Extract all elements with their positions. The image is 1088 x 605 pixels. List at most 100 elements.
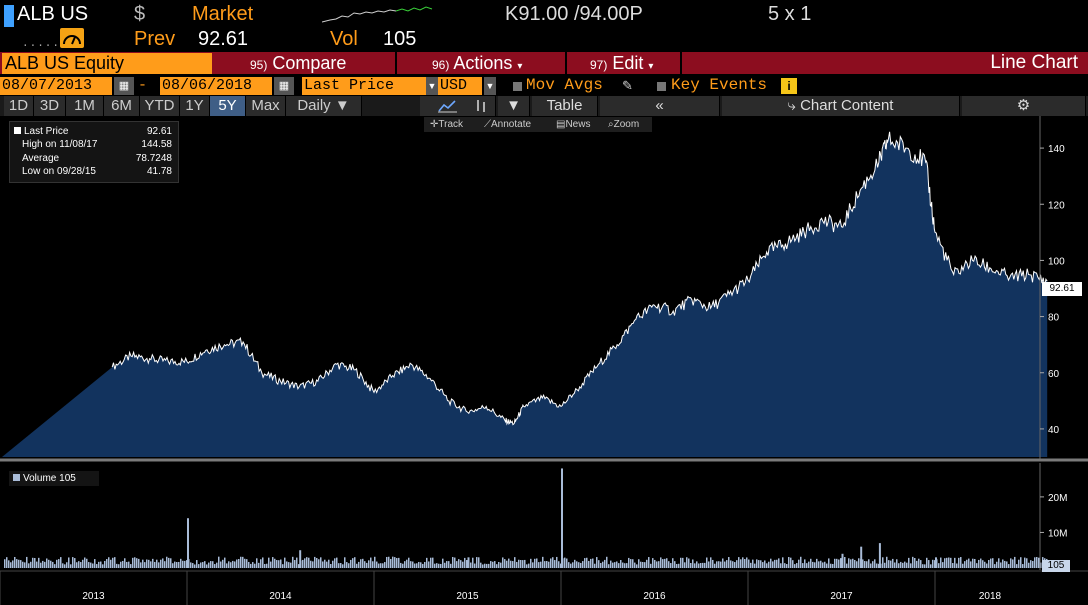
- volume-bar: [520, 559, 522, 568]
- volume-bar: [462, 561, 464, 568]
- volume-bar: [660, 557, 662, 568]
- gauge-icon[interactable]: [60, 28, 84, 48]
- volume-bar: [382, 563, 384, 568]
- volume-bar: [406, 559, 408, 568]
- volume-bar: [148, 559, 150, 568]
- volume-bar: [786, 564, 788, 568]
- calendar-icon[interactable]: ▦: [274, 77, 294, 95]
- mov-avgs-checkbox[interactable]: [513, 82, 522, 91]
- volume-bar: [184, 560, 186, 568]
- volume-bar: [962, 563, 964, 568]
- intraday-sparkline: [322, 6, 433, 23]
- volume-bar: [798, 559, 800, 568]
- ticker-symbol[interactable]: ALB US: [17, 3, 89, 25]
- start-date-field[interactable]: 08/07/2013: [0, 77, 112, 95]
- period-button-1d[interactable]: 1D: [4, 96, 34, 116]
- volume-bar: [532, 562, 534, 568]
- volume-bar: [430, 557, 432, 568]
- field-select[interactable]: Last Price: [302, 77, 426, 95]
- volume-bar: [136, 558, 138, 568]
- volume-bar: [868, 559, 870, 568]
- price-tick-label: 60: [1048, 369, 1060, 380]
- volume-bar: [192, 563, 194, 568]
- mov-avgs-label[interactable]: Mov Avgs: [526, 76, 603, 94]
- period-button-1y[interactable]: 1Y: [180, 96, 210, 116]
- collapse-button[interactable]: «: [600, 96, 720, 116]
- pencil-icon[interactable]: ✎: [622, 78, 633, 93]
- volume-bar: [510, 560, 512, 568]
- volume-bar: [884, 562, 886, 568]
- volume-bar: [652, 558, 654, 568]
- chart-type-label[interactable]: Line Chart: [990, 52, 1078, 73]
- volume-bar: [442, 558, 444, 568]
- volume-bar: [472, 557, 474, 568]
- volume-bar: [258, 562, 260, 568]
- period-button-max[interactable]: Max: [246, 96, 286, 116]
- news-tool[interactable]: ▤ News: [556, 119, 591, 130]
- volume-bar: [552, 557, 554, 568]
- volume-bar: [746, 557, 748, 568]
- chart-type-dropdown[interactable]: ▼: [498, 96, 530, 116]
- volume-bar: [998, 558, 1000, 568]
- actions-menu[interactable]: 96) Actions ▾: [432, 52, 522, 74]
- key-events-label[interactable]: Key Events: [671, 76, 768, 94]
- volume-bar: [604, 559, 606, 568]
- volume-bar: [484, 563, 486, 568]
- volume-bar: [980, 558, 982, 568]
- edit-menu[interactable]: 97) Edit ▾: [590, 52, 653, 74]
- settings-button[interactable]: ⚙: [962, 96, 1086, 116]
- price-legend[interactable]: Last Price 92.61 High on 11/08/17 144.58…: [9, 121, 179, 183]
- period-button-5y[interactable]: 5Y: [210, 96, 246, 116]
- volume-bar: [288, 562, 290, 568]
- period-button-6m[interactable]: 6M: [104, 96, 140, 116]
- volume-bar: [602, 561, 604, 568]
- info-icon[interactable]: i: [781, 78, 797, 94]
- volume-bar: [656, 561, 658, 568]
- end-date-field[interactable]: 08/06/2018: [160, 77, 272, 95]
- volume-bar: [10, 562, 12, 568]
- price-line: [111, 131, 1048, 426]
- security-field[interactable]: ALB US Equity: [2, 53, 212, 74]
- volume-bar: [914, 557, 916, 568]
- volume-bar: [966, 559, 968, 568]
- volume-bar: [378, 563, 380, 568]
- track-tool[interactable]: ✛ Track: [430, 119, 464, 130]
- volume-bar: [244, 558, 246, 568]
- volume-tick-label: 20M: [1048, 493, 1067, 504]
- volume-bar: [356, 563, 358, 568]
- period-button-ytd[interactable]: YTD: [140, 96, 180, 116]
- volume-bar: [34, 558, 36, 568]
- volume-bar: [916, 560, 918, 568]
- volume-bar: [690, 563, 692, 568]
- calendar-icon[interactable]: ▦: [114, 77, 134, 95]
- volume-bar: [918, 558, 920, 568]
- volume-bar: [738, 557, 740, 568]
- key-events-checkbox[interactable]: [657, 82, 666, 91]
- chevron-down-icon[interactable]: ▼: [484, 77, 496, 95]
- volume-bar: [314, 556, 316, 568]
- chart-content-button[interactable]: ⤷ Chart Content: [722, 96, 960, 116]
- bid-ask: K91.00 /94.00P: [505, 3, 643, 25]
- volume-bar: [576, 561, 578, 568]
- volume-bar: [684, 562, 686, 568]
- period-button-1m[interactable]: 1M: [66, 96, 104, 116]
- chevron-down-icon[interactable]: ▼: [426, 77, 438, 95]
- volume-bar: [498, 561, 500, 568]
- volume-bar: [308, 557, 310, 568]
- period-button-daily[interactable]: Daily ▼: [286, 96, 362, 116]
- volume-bar: [712, 559, 714, 568]
- volume-bar: [1018, 559, 1020, 568]
- volume-legend[interactable]: Volume 105: [9, 471, 99, 486]
- zoom-tool[interactable]: ⌕ Zoom: [608, 119, 640, 130]
- volume-bar: [554, 560, 556, 568]
- period-button-3d[interactable]: 3D: [34, 96, 66, 116]
- volume-bar: [150, 561, 152, 568]
- legend-last-price: Last Price: [14, 125, 68, 138]
- annotate-tool[interactable]: ⟋ Annotate: [484, 119, 532, 130]
- price-tick-label: 40: [1048, 425, 1060, 436]
- bar-chart-toggle[interactable]: [466, 96, 496, 116]
- currency-select[interactable]: USD: [438, 77, 482, 95]
- table-button[interactable]: Table: [532, 96, 598, 116]
- compare-menu[interactable]: 95) Compare: [250, 52, 346, 74]
